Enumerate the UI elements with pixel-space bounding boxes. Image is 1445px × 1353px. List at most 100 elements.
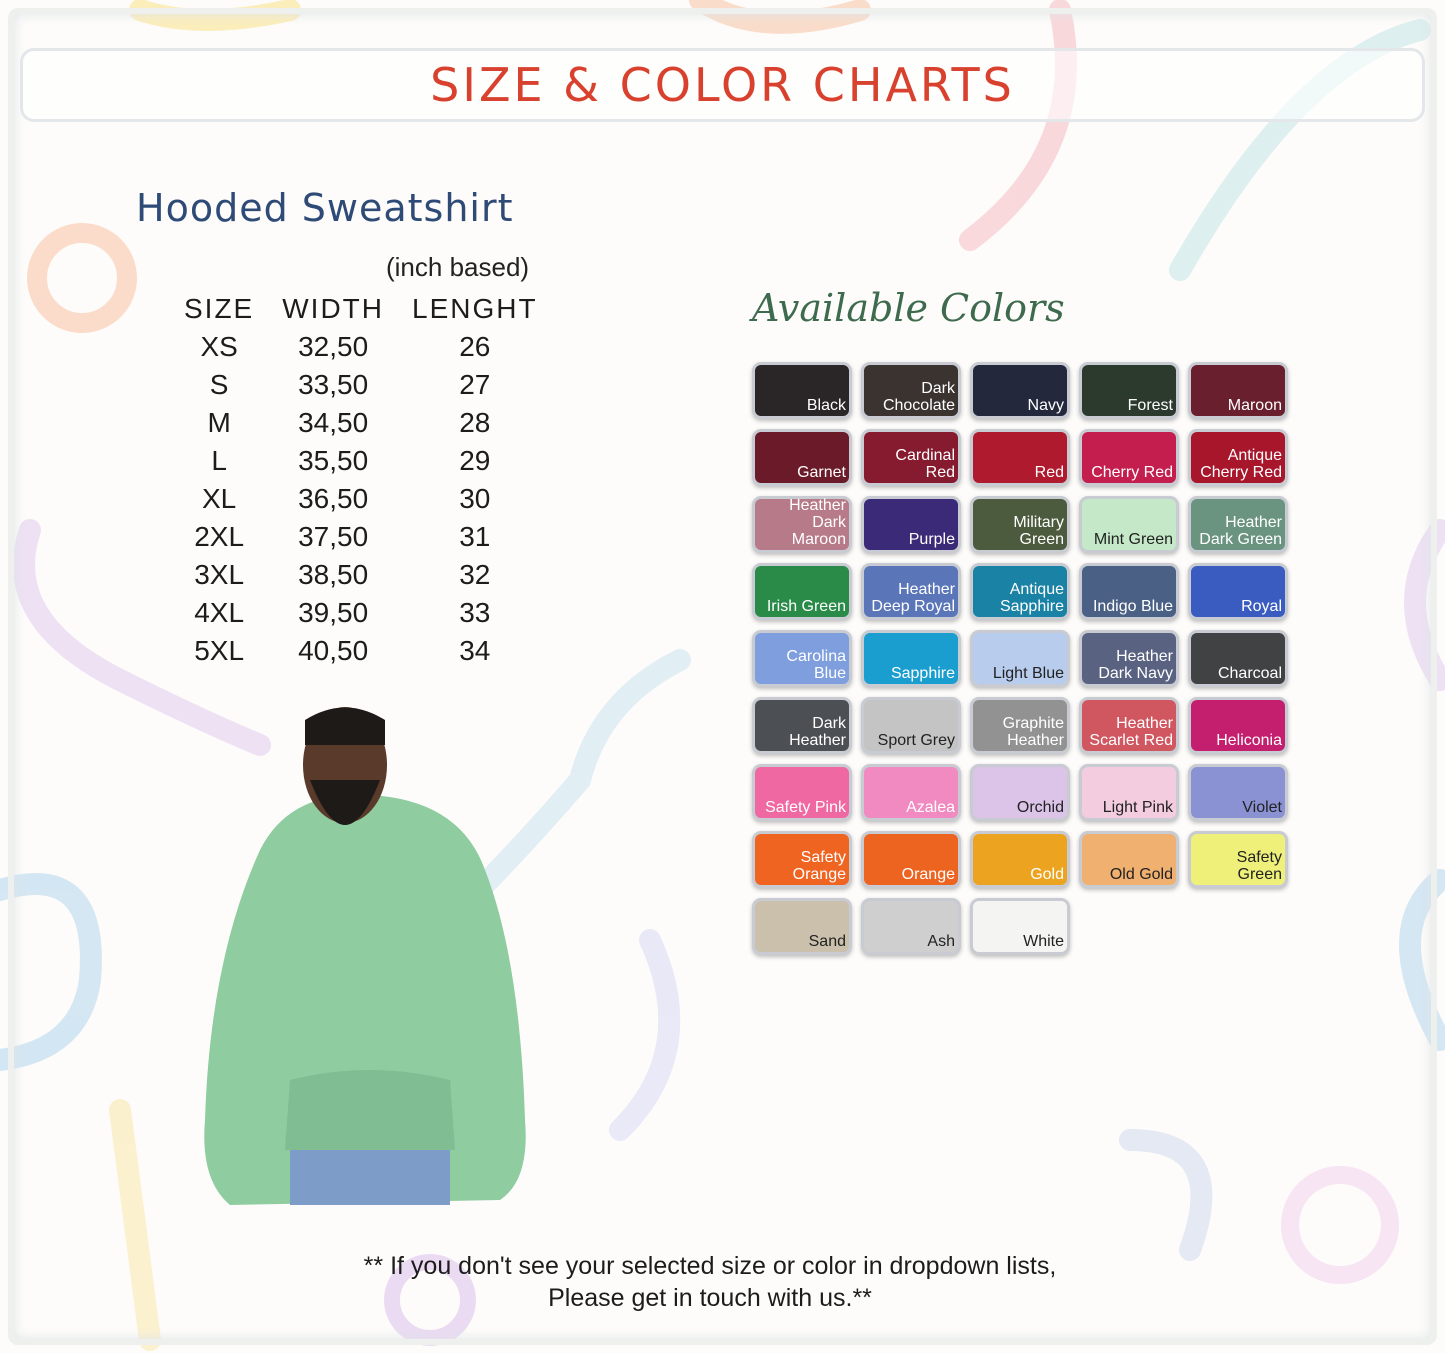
color-swatch: Purple	[861, 496, 961, 553]
color-swatch: Ash	[861, 898, 961, 955]
table-cell: XL	[201, 483, 237, 514]
color-swatch: Garnet	[752, 429, 852, 486]
color-swatch: Safety Pink	[752, 764, 852, 821]
column-header: SIZE	[184, 293, 255, 324]
table-cell: 26	[459, 331, 491, 362]
table-cell: M	[207, 407, 231, 438]
swatch-label: Black	[806, 397, 846, 414]
color-swatch: Heather Dark Navy	[1079, 630, 1179, 687]
model-in-hoodie-image	[204, 707, 526, 1205]
table-cell: 34	[459, 635, 491, 666]
page-frame	[8, 8, 1437, 1345]
table-cell: 36,50	[298, 483, 369, 514]
swatch-label: Light Blue	[992, 665, 1064, 682]
color-swatch: Safety Orange	[752, 831, 852, 888]
swatch-label: Orange	[901, 866, 955, 883]
color-swatch: Royal	[1188, 563, 1288, 620]
swatch-label: Dark Chocolate	[882, 380, 955, 414]
page-title: SIZE & COLOR CHARTS	[430, 58, 1015, 112]
swatch-label: Heather Dark Green	[1199, 514, 1282, 548]
swatch-label: Carolina Blue	[786, 648, 846, 682]
swatch-label: Heather Dark Maroon	[789, 497, 846, 548]
swatch-label: Heather Dark Navy	[1098, 648, 1173, 682]
swatch-label: Sand	[808, 933, 846, 950]
color-swatch: Heather Dark Green	[1188, 496, 1288, 553]
swatch-label: Antique Cherry Red	[1200, 447, 1282, 481]
table-row: M 34,50 28	[170, 404, 552, 442]
swatch-label: Safety Orange	[792, 849, 846, 883]
table-cell: 40,50	[298, 635, 369, 666]
table-row: 5XL 40,50 34	[170, 632, 552, 670]
table-row: 3XL 38,50 32	[170, 556, 552, 594]
color-swatch: Heather Scarlet Red	[1079, 697, 1179, 754]
swatch-label: Light Pink	[1102, 799, 1173, 816]
color-swatch: Maroon	[1188, 362, 1288, 419]
table-cell: 32,50	[298, 331, 369, 362]
table-cell: 33,50	[298, 369, 369, 400]
color-swatch: White	[970, 898, 1070, 955]
color-swatch: Forest	[1079, 362, 1179, 419]
swatch-label: Royal	[1241, 598, 1282, 615]
swatch-label: Azalea	[906, 799, 955, 816]
swatch-label: Navy	[1027, 397, 1064, 414]
color-swatch: Black	[752, 362, 852, 419]
color-swatch-grid: Black Dark Chocolate Navy Forest Maroon Garne…	[752, 362, 1288, 955]
color-swatch: Military Green	[970, 496, 1070, 553]
swatch-label: Ash	[927, 933, 955, 950]
table-row: S 33,50 27	[170, 366, 552, 404]
swatch-label: Gold	[1030, 866, 1064, 883]
color-swatch: Safety Green	[1188, 831, 1288, 888]
color-swatch: Antique Sapphire	[970, 563, 1070, 620]
table-row: 2XL 37,50 31	[170, 518, 552, 556]
swatch-label: Military Green	[1013, 514, 1064, 548]
table-cell: 34,50	[298, 407, 369, 438]
color-swatch: Charcoal	[1188, 630, 1288, 687]
table-row: 4XL 39,50 33	[170, 594, 552, 632]
color-swatch: Indigo Blue	[1079, 563, 1179, 620]
color-swatch: Gold	[970, 831, 1070, 888]
table-cell: S	[209, 369, 229, 400]
swatch-label: Maroon	[1227, 397, 1282, 414]
column-header: LENGHT	[412, 293, 538, 324]
color-swatch: Light Blue	[970, 630, 1070, 687]
table-cell: 28	[459, 407, 491, 438]
table-cell: 32	[459, 559, 491, 590]
table-cell: 3XL	[194, 559, 245, 590]
swatch-label: Orchid	[1016, 799, 1064, 816]
swatch-label: Garnet	[797, 464, 846, 481]
color-swatch: Heather Dark Maroon	[752, 496, 852, 553]
swatch-label: Forest	[1127, 397, 1173, 414]
swatch-label: Cardinal Red	[895, 447, 955, 481]
swatch-label: White	[1023, 933, 1064, 950]
color-swatch: Azalea	[861, 764, 961, 821]
swatch-label: Red	[1034, 464, 1064, 481]
color-swatch: Carolina Blue	[752, 630, 852, 687]
color-swatch: Navy	[970, 362, 1070, 419]
color-swatch: Sport Grey	[861, 697, 961, 754]
table-row: L 35,50 29	[170, 442, 552, 480]
color-swatch: Red	[970, 429, 1070, 486]
column-header: WIDTH	[282, 293, 384, 324]
table-cell: 38,50	[298, 559, 369, 590]
color-swatch: Antique Cherry Red	[1188, 429, 1288, 486]
swatch-label: Irish Green	[766, 598, 846, 615]
swatch-label: Charcoal	[1217, 665, 1282, 682]
table-cell: XS	[200, 331, 238, 362]
table-cell: 39,50	[298, 597, 369, 628]
color-swatch: Cherry Red	[1079, 429, 1179, 486]
table-cell: 30	[459, 483, 491, 514]
swatch-label: Antique Sapphire	[999, 581, 1064, 615]
swatch-label: Mint Green	[1093, 531, 1173, 548]
table-cell: L	[211, 445, 227, 476]
table-cell: 4XL	[194, 597, 245, 628]
color-swatch: Orange	[861, 831, 961, 888]
table-cell: 5XL	[194, 635, 245, 666]
swatch-label: Safety Green	[1236, 849, 1282, 883]
table-cell: 2XL	[194, 521, 245, 552]
swatch-label: Sapphire	[890, 665, 955, 682]
table-cell: 31	[459, 521, 491, 552]
unit-note: (inch based)	[386, 252, 530, 282]
product-name: Hooded Sweatshirt	[136, 186, 514, 230]
color-swatch: Heliconia	[1188, 697, 1288, 754]
table-cell: 37,50	[298, 521, 369, 552]
